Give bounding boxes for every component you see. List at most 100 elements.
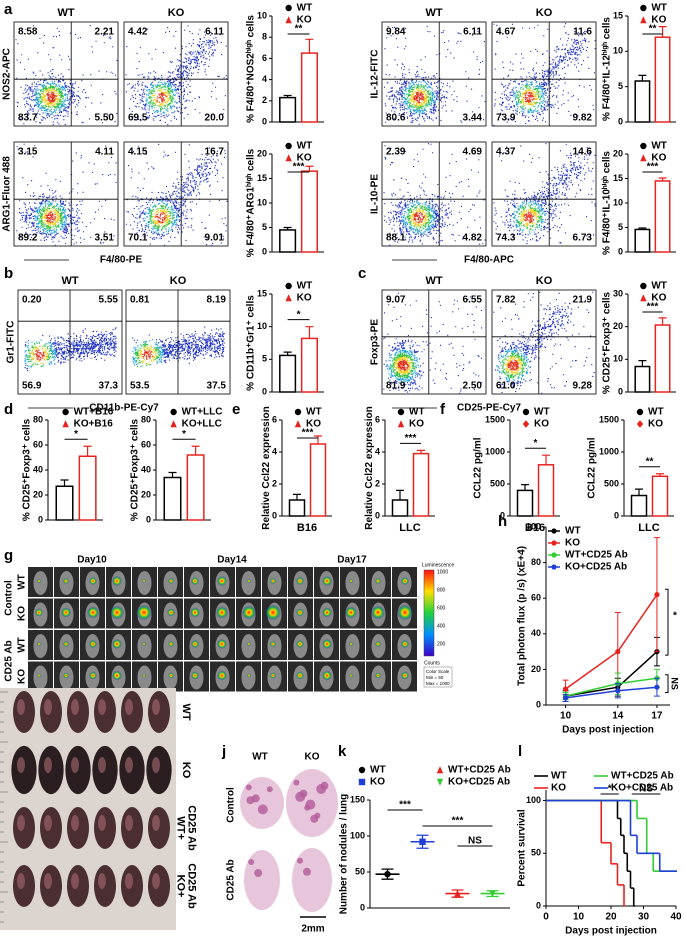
scale-tick: 800 (437, 587, 446, 593)
bar (288, 499, 306, 517)
quadrant-value: 7.82 (496, 295, 516, 306)
legend-label: KO (651, 15, 666, 26)
significance: * (534, 438, 538, 449)
tumor-nodule (245, 784, 252, 791)
y-tick-label: 10 (257, 197, 267, 207)
signal (216, 606, 228, 619)
flow-plot-frame (381, 21, 487, 127)
flow-events (493, 291, 595, 394)
quadrant-value: 8.58 (18, 27, 38, 38)
lung-highlight (71, 873, 79, 889)
error-bar (283, 226, 292, 230)
signal (112, 670, 122, 681)
lung-highlight (71, 699, 79, 715)
marker (285, 4, 292, 12)
x-tick-label: 10 (560, 711, 572, 722)
flow-events (41, 88, 60, 107)
tumor-nodule (316, 784, 327, 794)
x-tick-label: 0 (543, 912, 549, 923)
bar (300, 170, 318, 253)
axis-title: Foxp3-PE (370, 319, 381, 365)
quadrant-value: 53.5 (130, 381, 150, 392)
signal (349, 673, 353, 678)
marker (285, 294, 292, 302)
flow-events (152, 88, 170, 106)
y-tick-label: 0 (618, 386, 623, 396)
quadrant-value: 3.44 (463, 113, 483, 124)
y-tick-label: 10 (257, 321, 267, 331)
lung-highlight (98, 699, 106, 715)
significance: *** (293, 162, 305, 173)
panel-label: e (232, 401, 240, 418)
signal (191, 577, 199, 585)
error-bar (191, 445, 200, 455)
lung-highlight (98, 815, 106, 831)
y-tick-label: 20 (613, 321, 623, 331)
error-bar (658, 177, 667, 181)
marker (294, 420, 302, 428)
flow-events (390, 352, 416, 379)
signal (87, 606, 99, 619)
error-bar (656, 473, 664, 477)
flow-plot-frame (123, 21, 229, 127)
signal (349, 642, 353, 646)
legend-label: KO+CD25 Ab (448, 777, 510, 788)
y-tick-label: 6 (272, 414, 277, 424)
axis-title: IL-12-FITC (370, 50, 381, 99)
row-label: CD25 Ab (226, 859, 237, 900)
quadrant-value: 74.3 (496, 233, 516, 244)
flow-events (15, 25, 118, 126)
row-label: WT+ (175, 816, 187, 840)
group-label: Control (4, 580, 15, 616)
mouse (345, 571, 360, 595)
legend-label: KO+LLC (182, 419, 222, 430)
quadrant-value: 4.15 (128, 147, 148, 158)
signal (191, 671, 199, 680)
axis-title: % CD25⁺Foxp3⁺ cells (602, 291, 613, 394)
flow-events (24, 327, 117, 372)
legend-label: KO (651, 153, 666, 164)
legend-label: KO (306, 419, 321, 430)
y-tick-label: 40 (141, 464, 151, 474)
flow-events (152, 208, 170, 227)
quadrant-value: 37.3 (99, 381, 119, 392)
significance: * (608, 784, 612, 795)
tumor-nodule (266, 786, 273, 793)
x-tick-label: 14 (612, 711, 624, 722)
legend-label: KO+CD25 Ab (565, 562, 627, 573)
flow-events (493, 23, 596, 127)
axis-title: % CD11b⁺Gr1⁺ cells (246, 295, 257, 391)
flow-events (138, 346, 157, 365)
signal (401, 640, 409, 648)
tissue (240, 777, 284, 829)
marker (397, 408, 405, 416)
marker (436, 778, 444, 786)
flow-events (132, 326, 225, 364)
bar (634, 80, 651, 123)
flow-events (45, 211, 57, 224)
row-label: WT (17, 637, 28, 653)
signal (35, 608, 43, 617)
y-tick-label: 1000 (599, 446, 619, 456)
y-tick-label: 50 (355, 866, 365, 876)
column-label: KO (305, 752, 320, 763)
plot-title: KO (536, 7, 553, 19)
marker (522, 408, 530, 416)
legend-label: WT (534, 407, 550, 418)
legend-label: WT (409, 407, 425, 418)
y-tick-label: 0 (500, 510, 505, 520)
y-tick-label: 40 (33, 464, 43, 474)
marker (62, 420, 69, 428)
y-tick-label: 100 (526, 795, 541, 805)
plot-title: WT (425, 7, 442, 19)
panel-label: j (221, 743, 226, 760)
axis-title: % F4/80⁺NOS2ʰⁱᵍʰ cells (245, 15, 257, 123)
marker (640, 282, 647, 290)
signal (168, 641, 174, 647)
quadrant-value: 21.9 (573, 295, 593, 306)
mouse (137, 634, 152, 658)
quadrant-value: 2.21 (95, 27, 115, 38)
bar (279, 229, 297, 253)
y-tick-label: 0 (146, 514, 151, 524)
marker (436, 766, 444, 774)
